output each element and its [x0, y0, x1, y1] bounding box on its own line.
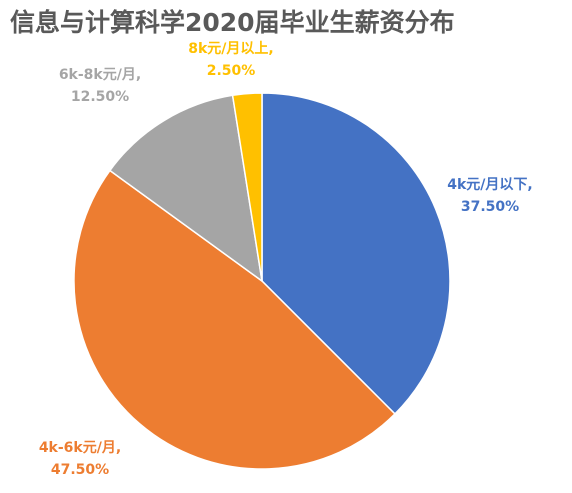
data-label-2-category: 4k-6k元/月,: [39, 440, 121, 456]
pie-slice-1: [261, 92, 451, 416]
data-label-4-percent: 2.50%: [207, 63, 256, 79]
data-label-3: 6k-8k元/月, 12.50%: [59, 67, 141, 105]
data-label-1-percent: 37.50%: [461, 199, 519, 215]
chart-title: 信息与计算科学2020届毕业生薪资分布: [10, 8, 455, 37]
data-label-4: 8k元/月以上, 2.50%: [188, 41, 273, 79]
data-label-3-category: 6k-8k元/月,: [59, 67, 141, 83]
pie-slice-3: [108, 94, 264, 283]
pie-slice-2: [73, 169, 397, 470]
data-label-1-category: 4k元/月以下,: [447, 177, 532, 193]
pie-slice-4: [231, 92, 263, 282]
data-label-2: 4k-6k元/月, 47.50%: [39, 440, 121, 478]
data-label-2-percent: 47.50%: [51, 462, 109, 478]
data-label-4-category: 8k元/月以上,: [188, 41, 273, 57]
data-label-3-percent: 12.50%: [71, 89, 129, 105]
data-label-1: 4k元/月以下, 37.50%: [447, 177, 532, 215]
